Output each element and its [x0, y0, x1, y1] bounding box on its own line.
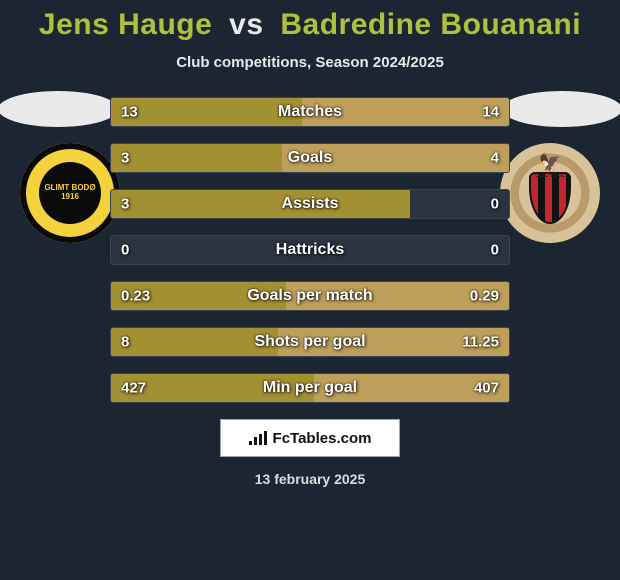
comparison-stage: GLIMT BODØ 1916 🦅 OGC NICE 13 Matches 14 3 G… [0, 91, 620, 403]
stat-row: 13 Matches 14 [110, 97, 510, 127]
stat-label: Hattricks [276, 241, 344, 259]
stat-value-right: 11.25 [462, 334, 499, 351]
stat-value-left: 3 [121, 196, 129, 213]
shadow-ellipse-right [502, 91, 620, 127]
title-player-right: Badredine Bouanani [280, 8, 581, 41]
stat-fill-left [111, 144, 282, 172]
crest-right-shield [529, 172, 571, 224]
eagle-icon: 🦅 [539, 153, 561, 174]
subtitle: Club competitions, Season 2024/2025 [0, 54, 620, 71]
title-vs: vs [229, 8, 263, 41]
stat-row: 8 Shots per goal 11.25 [110, 327, 510, 357]
stat-value-left: 0 [121, 242, 129, 259]
stat-label: Assists [282, 195, 339, 213]
stat-row: 0.23 Goals per match 0.29 [110, 281, 510, 311]
footer-brand-text: FcTables.com [273, 430, 372, 447]
stat-value-right: 407 [474, 380, 499, 397]
stat-label: Min per goal [263, 379, 357, 397]
crest-right-label: OGC NICE [535, 173, 565, 179]
page-title: Jens Hauge vs Badredine Bouanani [0, 0, 620, 42]
crest-left-inner-text: GLIMT BODØ 1916 [39, 162, 101, 224]
stat-value-left: 427 [121, 380, 146, 397]
stat-value-right: 0 [491, 196, 499, 213]
stat-fill-left [111, 190, 410, 218]
stat-value-left: 13 [121, 104, 138, 121]
stat-value-left: 0.23 [121, 288, 150, 305]
stat-value-right: 14 [482, 104, 499, 121]
stat-bars: 13 Matches 14 3 Goals 4 3 Assists 0 0 Hattricks 0 0.… [110, 91, 510, 403]
date: 13 february 2025 [0, 471, 620, 487]
stat-fill-left [111, 328, 278, 356]
stat-row: 0 Hattricks 0 [110, 235, 510, 265]
title-player-left: Jens Hauge [39, 8, 212, 41]
stat-label: Shots per goal [254, 333, 365, 351]
stat-value-right: 0.29 [470, 288, 499, 305]
stat-value-right: 4 [491, 150, 499, 167]
stat-fill-left [111, 98, 302, 126]
shadow-ellipse-left [0, 91, 118, 127]
stat-label: Goals per match [247, 287, 372, 305]
stat-row: 427 Min per goal 407 [110, 373, 510, 403]
stat-value-left: 8 [121, 334, 129, 351]
team-crest-left: GLIMT BODØ 1916 [20, 143, 120, 243]
stat-value-left: 3 [121, 150, 129, 167]
team-crest-right: 🦅 OGC NICE [500, 143, 600, 243]
crest-right-outer: 🦅 OGC NICE [500, 143, 600, 243]
stat-row: 3 Goals 4 [110, 143, 510, 173]
stat-value-right: 0 [491, 242, 499, 259]
stat-label: Goals [288, 149, 332, 167]
stat-row: 3 Assists 0 [110, 189, 510, 219]
footer-brand: FcTables.com [220, 419, 400, 457]
bar-chart-icon [249, 431, 267, 445]
crest-left-outer: GLIMT BODØ 1916 [20, 143, 120, 243]
stat-label: Matches [278, 103, 342, 121]
